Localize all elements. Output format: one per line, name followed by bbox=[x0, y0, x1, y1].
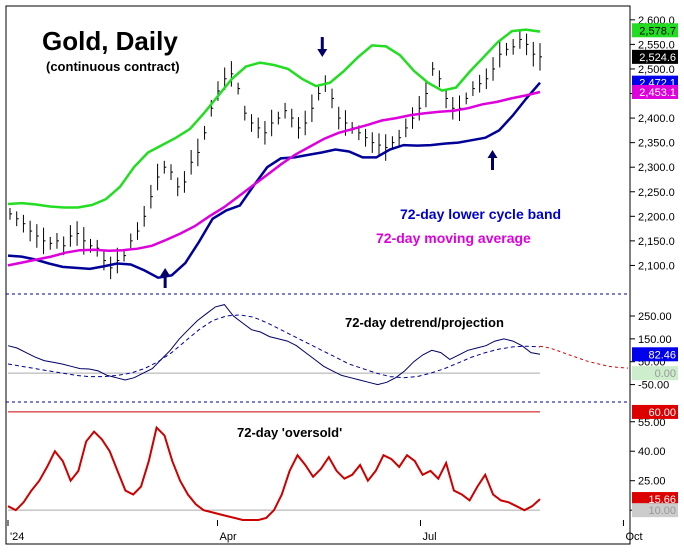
y-tick-label: 150.00 bbox=[638, 334, 672, 346]
y-tick-label: 2,550.0 bbox=[638, 39, 675, 51]
value-badge-bg bbox=[632, 347, 678, 362]
y-tick-label: 2,300.0 bbox=[638, 162, 675, 174]
series-detrend bbox=[7, 304, 541, 386]
value-badge-text: 15.66 bbox=[648, 494, 676, 506]
value-badge-bg bbox=[632, 503, 678, 518]
y-tick-label: -50.00 bbox=[638, 380, 669, 392]
oversold-panel bbox=[7, 411, 541, 521]
value-badge-text: 0.00 bbox=[655, 368, 676, 380]
y-tick-label: 40.00 bbox=[638, 446, 666, 458]
value-badge-text: 10.00 bbox=[648, 505, 676, 517]
value-badge-bg bbox=[632, 84, 678, 99]
series-upper-band bbox=[7, 28, 541, 209]
value-badge: 10.00 bbox=[632, 503, 678, 518]
cycle-arrow-down bbox=[317, 37, 328, 57]
value-badge-bg bbox=[632, 49, 678, 64]
legend-lower-band: 72-day lower cycle band bbox=[400, 206, 561, 222]
value-badge-text: 2,524.6 bbox=[639, 52, 676, 64]
arrow-head bbox=[317, 49, 328, 57]
y-tick-label: 250.00 bbox=[638, 311, 672, 323]
value-badge-bg bbox=[632, 366, 678, 381]
value-badge: 2,524.6 bbox=[632, 49, 678, 64]
arrow-head bbox=[487, 150, 498, 158]
y-tick-label: 2,400.0 bbox=[638, 113, 675, 125]
y-tick-label: 2,200.0 bbox=[638, 211, 675, 223]
value-badge-text: 2,578.7 bbox=[639, 25, 676, 37]
value-badge-text: 60.00 bbox=[648, 407, 676, 419]
value-badge: 60.00 bbox=[632, 404, 678, 419]
value-badge: 0.00 bbox=[632, 366, 678, 381]
y-tick-label: 2,350.0 bbox=[638, 138, 675, 150]
y-tick-label: 2,500.0 bbox=[638, 64, 675, 76]
x-axis: '24 Apr Jul Oct bbox=[7, 520, 643, 543]
chart-frame bbox=[5, 5, 631, 545]
detrend-title: 72-day detrend/projection bbox=[345, 315, 504, 330]
x-tick-label: Oct bbox=[625, 531, 642, 543]
chart-subtitle: (continuous contract) bbox=[46, 59, 180, 74]
value-badges: 2,578.72,524.62,472.12,453.182.460.0060.… bbox=[632, 23, 678, 518]
chart-title: Gold, Daily bbox=[42, 26, 178, 56]
value-badge: 82.46 bbox=[632, 347, 678, 362]
series-oversold bbox=[7, 425, 541, 521]
series-projection bbox=[7, 314, 541, 379]
value-badge: 15.66 bbox=[632, 492, 678, 507]
value-badge: 2,453.1 bbox=[632, 84, 678, 99]
arrow-head bbox=[160, 268, 171, 276]
detrend-panel bbox=[7, 304, 629, 386]
legend-moving-average: 72-day moving average bbox=[376, 230, 531, 246]
y-tick-label: 2,100.0 bbox=[638, 260, 675, 272]
y-tick-label: 55.00 bbox=[638, 417, 666, 429]
value-badge-bg bbox=[632, 404, 678, 419]
y-tick-label: 2,250.0 bbox=[638, 187, 675, 199]
y-tick-label: 25.00 bbox=[638, 476, 666, 488]
series-projection-forward bbox=[539, 345, 629, 369]
y-tick-label: 2,150.0 bbox=[638, 236, 675, 248]
series-72-day-lower-cycle-band bbox=[7, 81, 541, 280]
x-tick-label: '24 bbox=[10, 531, 24, 543]
value-badge-text: 2,453.1 bbox=[639, 87, 676, 99]
value-badge-bg bbox=[632, 492, 678, 507]
value-badge-bg bbox=[632, 23, 678, 38]
cycle-arrow-up bbox=[487, 150, 498, 170]
x-tick-label: Jul bbox=[422, 531, 436, 543]
value-badge: 2,578.7 bbox=[632, 23, 678, 38]
oversold-title: 72-day 'oversold' bbox=[237, 425, 342, 440]
value-badge-text: 82.46 bbox=[648, 349, 676, 361]
series-72-day-moving-average bbox=[7, 90, 541, 267]
cycle-arrow-up bbox=[160, 268, 171, 288]
price-panel bbox=[7, 28, 542, 288]
x-tick-label: Apr bbox=[220, 531, 237, 543]
